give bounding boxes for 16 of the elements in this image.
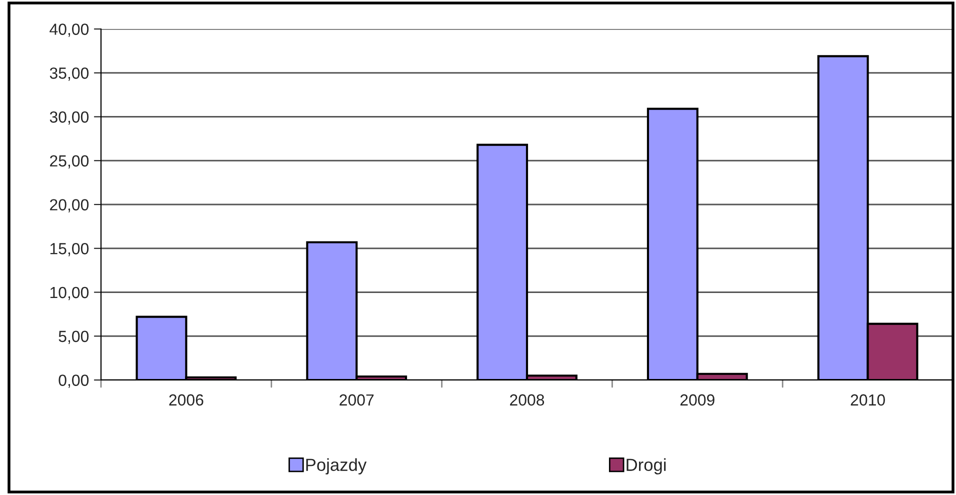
y-tick-label: 0,00: [58, 374, 89, 388]
y-tick-label: 35,00: [50, 68, 89, 81]
x-tick-label: 2006: [169, 394, 204, 406]
x-tick-label: 2009: [680, 394, 714, 406]
x-tick-label: 2008: [510, 394, 544, 406]
y-tick-label: 10,00: [50, 286, 89, 300]
y-tick-label: 25,00: [50, 155, 89, 168]
legend-label: Pojazdy: [306, 458, 367, 474]
y-tick-label: 20,00: [50, 199, 89, 212]
x-tick-label: 2010: [850, 394, 885, 406]
legend-label: Drogi: [626, 458, 666, 474]
x-tick-label: 2007: [340, 394, 374, 406]
y-tick-label: 15,00: [50, 243, 89, 256]
y-tick-label: 40,00: [50, 24, 89, 37]
y-tick-label: 5,00: [58, 330, 89, 344]
y-tick-label: 30,00: [50, 111, 89, 125]
